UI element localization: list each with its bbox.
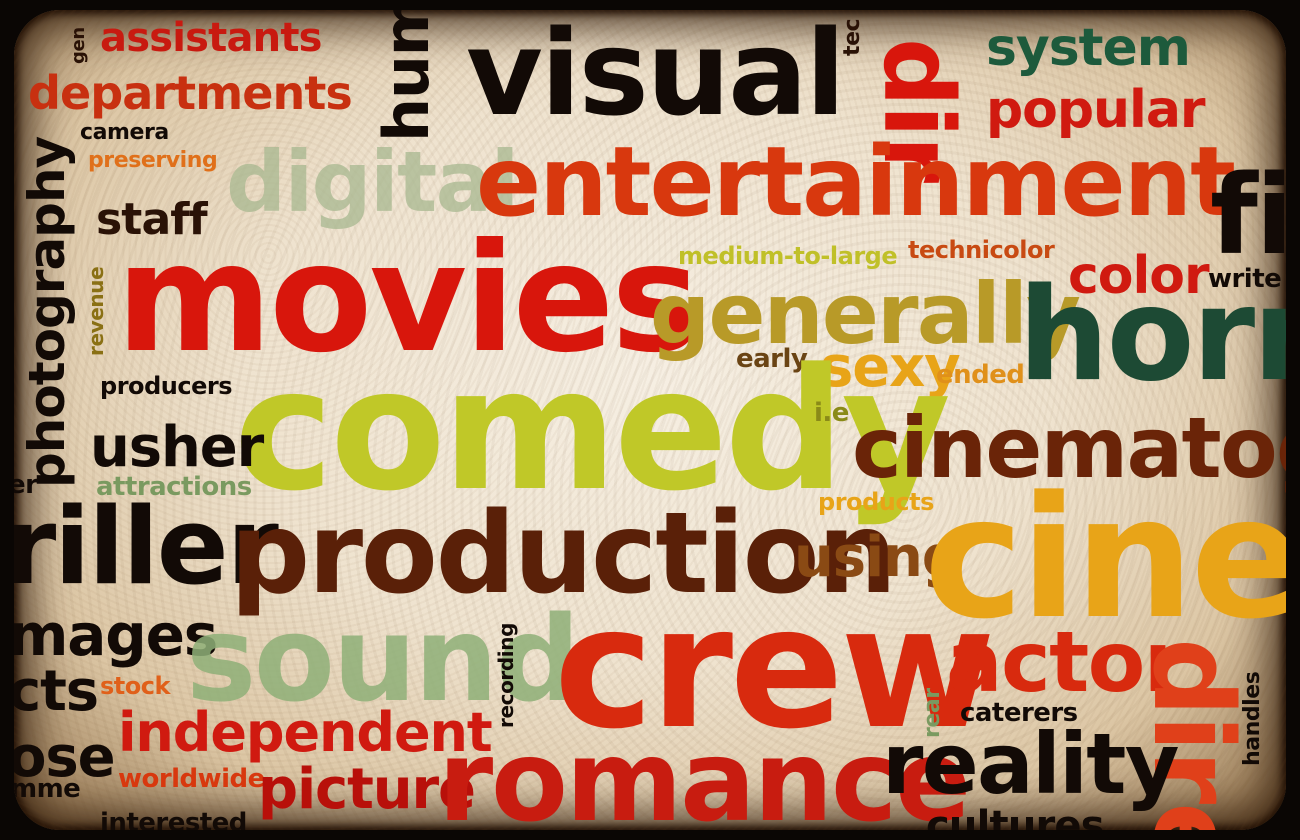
- word-sexy: sexy: [820, 335, 961, 400]
- word-technicolor: technicolor: [908, 236, 1055, 264]
- word-fi: fi: [1210, 151, 1286, 279]
- word-horr: horr: [1018, 261, 1286, 410]
- word-handles: handles: [1240, 671, 1265, 766]
- word-ended: ended: [936, 360, 1025, 390]
- word-assistants: assistants: [100, 15, 322, 61]
- word-gen: gen: [68, 27, 89, 64]
- word-digital: digital: [226, 133, 519, 231]
- word-picture: picture: [258, 757, 476, 822]
- word-visual: visual: [466, 10, 846, 142]
- word-riller: riller: [14, 485, 279, 608]
- word-cultures: cultures: [926, 803, 1105, 830]
- word-revenue: revenue: [84, 266, 108, 356]
- word-preserving: preserving: [88, 148, 218, 173]
- word-staff: staff: [96, 194, 208, 245]
- word-system: system: [986, 18, 1191, 78]
- word-producers: producers: [100, 372, 233, 400]
- word-caterers: caterers: [960, 698, 1078, 728]
- word-cinematogra: cinematogra: [852, 399, 1286, 497]
- word-worldwide: worldwide: [118, 764, 265, 794]
- word-ie: i.e: [814, 398, 849, 428]
- word-color: color: [1068, 246, 1210, 306]
- word-stock: stock: [100, 672, 171, 700]
- word-generally: generally: [650, 265, 1081, 363]
- word-mme: mme: [14, 774, 81, 804]
- word-recording: recording: [494, 622, 518, 728]
- word-write: write: [1208, 264, 1282, 294]
- grunge-paper-background: gen assistants departments camera preser…: [14, 10, 1286, 830]
- word-popular: popular: [986, 80, 1206, 140]
- word-er: er: [14, 470, 38, 500]
- word-ose: ose: [14, 725, 116, 790]
- word-photography: photography: [18, 136, 76, 488]
- word-comedy: comedy: [234, 332, 951, 528]
- word-products: products: [818, 488, 934, 516]
- word-using: using: [794, 525, 962, 590]
- word-tec: tec: [840, 18, 865, 56]
- word-cts: cts: [14, 659, 99, 724]
- word-cine: cine: [924, 460, 1286, 656]
- word-camera: camera: [80, 120, 169, 145]
- word-romance: romance: [438, 717, 971, 830]
- word-independent: independent: [118, 701, 493, 764]
- word-sound: sound: [186, 590, 580, 728]
- word-entertainment: entertainment: [476, 126, 1236, 238]
- word-hum: hum: [370, 10, 443, 142]
- word-usher: usher: [90, 415, 264, 480]
- word-attractions: attractions: [96, 472, 252, 502]
- word-mages: mages: [14, 601, 218, 669]
- word-actor: actor: [946, 613, 1185, 711]
- word-movies: movies: [116, 212, 701, 386]
- word-medium-to-large: medium-to-large: [678, 242, 898, 270]
- word-interested: interested: [100, 808, 247, 830]
- word-departments: departments: [28, 66, 353, 120]
- word-production: production: [230, 489, 897, 619]
- word-early: early: [736, 344, 808, 374]
- word-reality: reality: [882, 715, 1180, 813]
- word-crew: crew: [554, 570, 996, 766]
